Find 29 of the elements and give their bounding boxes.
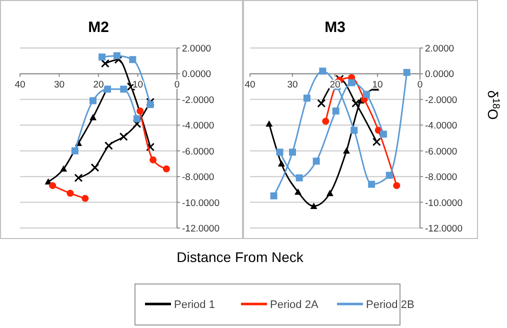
x-tick-label: 30 bbox=[287, 80, 298, 91]
x-tick-label: 10 bbox=[372, 80, 383, 91]
y-tick-label: 2.0000 bbox=[425, 44, 454, 54]
y-tick-label: -12.0000 bbox=[182, 224, 220, 234]
y-tick-label: -10.0000 bbox=[425, 198, 463, 209]
legend-label: Period 1 bbox=[174, 299, 215, 311]
x-axis-title: Distance From Neck bbox=[176, 249, 304, 265]
y-tick-label: -10.0000 bbox=[182, 198, 220, 209]
legend-label: Period 2B bbox=[366, 299, 414, 311]
y-tick-label: -4.0000 bbox=[425, 120, 458, 132]
y-tick-label: -8.0000 bbox=[182, 172, 214, 184]
y-tick-label: 0.0000 bbox=[425, 69, 454, 80]
x-tick-label: 20 bbox=[93, 80, 104, 91]
x-tick-label: 40 bbox=[14, 80, 26, 91]
y-tick-label: -4.0000 bbox=[182, 120, 214, 132]
y-tick-label: -2.0000 bbox=[182, 94, 214, 106]
y-tick-label: -8.0000 bbox=[425, 172, 458, 184]
chart-title: M2 bbox=[88, 19, 109, 36]
y-tick-label: -6.0000 bbox=[425, 146, 458, 158]
chart-title: M3 bbox=[324, 19, 346, 36]
x-tick-label: 30 bbox=[54, 80, 65, 91]
x-tick-label: 40 bbox=[244, 80, 256, 91]
y-tick-label: 2.0000 bbox=[182, 44, 212, 54]
y-tick-label: -2.0000 bbox=[425, 94, 458, 106]
y-tick-label: 0.0000 bbox=[182, 69, 212, 80]
x-tick-label: 10 bbox=[132, 80, 144, 91]
y-tick-label: -6.0000 bbox=[182, 146, 214, 158]
y-tick-label: -12.0000 bbox=[425, 224, 463, 234]
legend-label: Period 2A bbox=[270, 299, 319, 311]
